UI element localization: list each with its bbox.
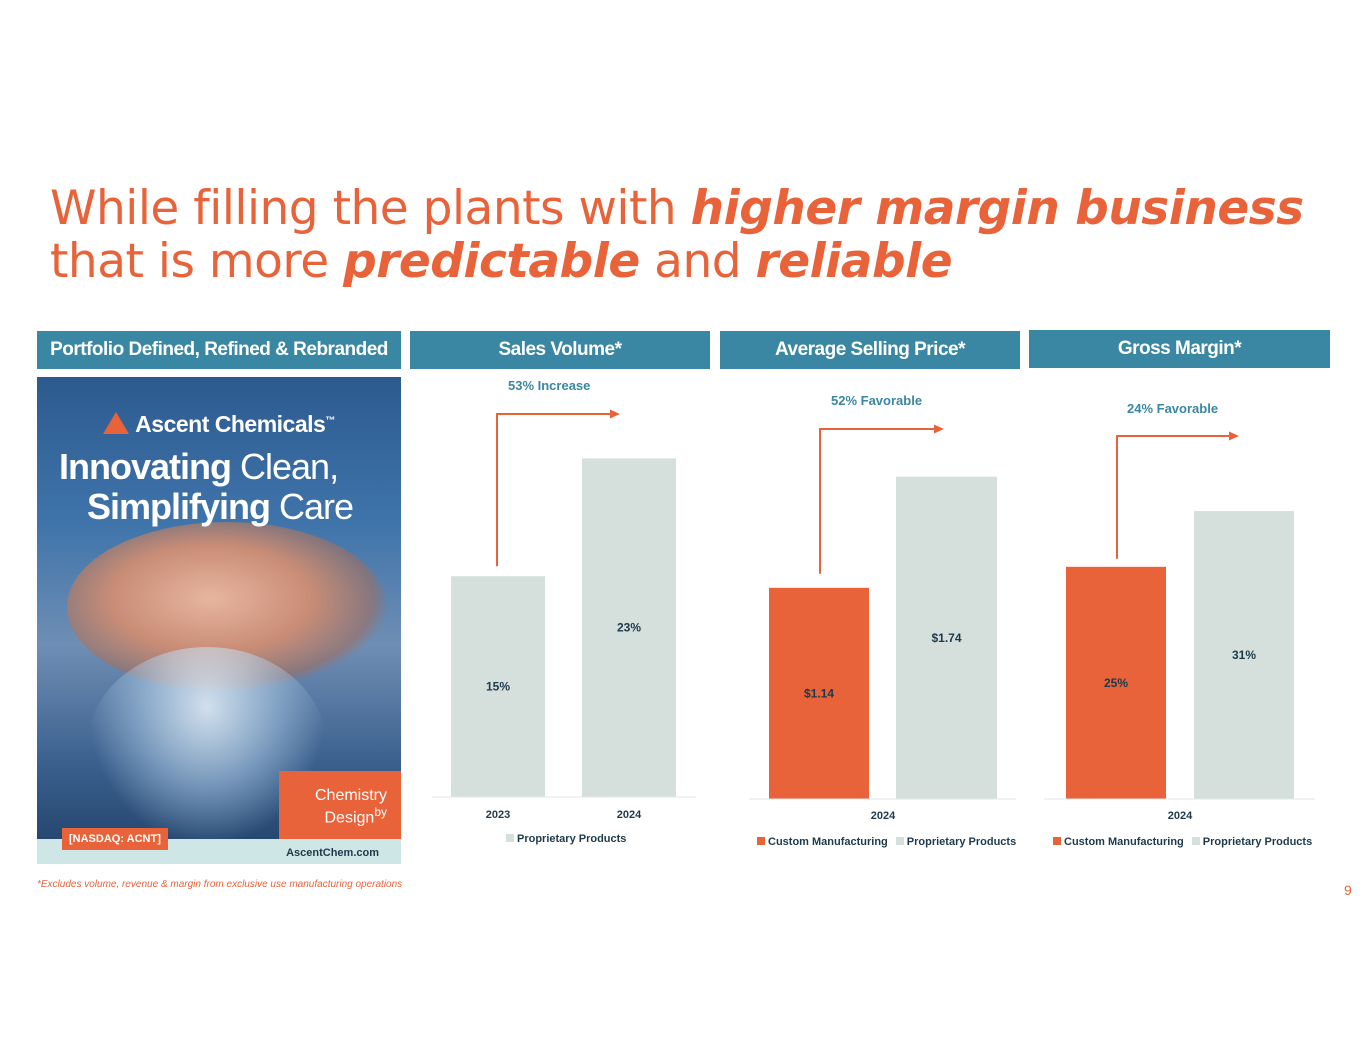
average-selling-price-plot: $1.14 $1.74 2024 — [749, 424, 1016, 822]
growth-arrow — [819, 428, 936, 574]
legend-label: Custom Manufacturing — [1064, 836, 1184, 848]
title-emphasis: reliable — [755, 234, 953, 289]
x-tick-label: 2024 — [871, 810, 896, 822]
bar — [1194, 511, 1294, 799]
bar — [451, 576, 545, 797]
bar — [1066, 566, 1166, 799]
nasdaq-ticker-badge: [NASDAQ: ACNT] — [62, 828, 168, 850]
poster-brand: Ascent Chemicals™ — [37, 411, 401, 438]
legend-item: Custom Manufacturing — [1053, 836, 1184, 848]
badge-by: by — [374, 805, 387, 819]
legend-label: Proprietary Products — [1202, 836, 1313, 848]
legend-item: Proprietary Products — [895, 836, 1017, 848]
data-label: 25% — [1104, 676, 1128, 690]
poster-headline-1: Innovating Clean, — [59, 446, 339, 487]
footnote: *Excludes volume, revenue & margin from … — [37, 879, 403, 890]
sales-volume-plot: 15% 23% 2023 2024 — [432, 409, 696, 821]
badge-word: Chemistry — [314, 787, 387, 804]
arrow-head-icon — [934, 424, 944, 434]
bar — [896, 476, 997, 799]
page-number: 9 — [1344, 882, 1352, 898]
website-url: AscentChem.com — [286, 847, 379, 859]
data-label: 15% — [486, 680, 510, 694]
poster-trademark: ™ — [325, 415, 335, 427]
badge-word: Design — [324, 809, 375, 827]
sales-volume-chart: 53% Increase 15% 23% 2023 2024 Proprietary … — [410, 372, 710, 872]
slide-title: While filling the plants with higher mar… — [50, 182, 1330, 288]
growth-arrow — [496, 413, 612, 567]
legend-label: Custom Manufacturing — [768, 836, 888, 848]
x-tick-label: 2023 — [486, 809, 510, 821]
legend-swatch — [1053, 837, 1061, 845]
legend-swatch — [895, 837, 904, 845]
gross-margin-plot: 25% 31% 2024 — [1044, 431, 1315, 822]
legend-label: Proprietary Products — [517, 833, 627, 845]
title-text: and — [639, 234, 756, 289]
title-text: that is more — [50, 234, 344, 289]
x-tick-label: 2024 — [1168, 810, 1193, 822]
chart-legend: Proprietary Products — [506, 833, 634, 845]
legend-item: Proprietary Products — [506, 833, 626, 845]
header-average-selling-price: Average Selling Price* — [720, 331, 1020, 369]
average-selling-price-chart: 52% Favorable $1.14 $1.74 2024 Custom Manu… — [720, 372, 1020, 872]
chart-annotation: 52% Favorable — [831, 393, 923, 408]
chart-annotation: 53% Increase — [508, 378, 591, 393]
legend-swatch — [506, 834, 514, 842]
title-emphasis: predictable — [343, 234, 640, 289]
bar — [582, 458, 676, 797]
header-gross-margin: Gross Margin* — [1029, 330, 1330, 368]
title-text: While filling the plants with — [50, 181, 691, 236]
chart-annotation: 24% Favorable — [1127, 401, 1219, 416]
x-tick-label: 2024 — [617, 809, 642, 821]
poster-headline-2: Simplifying Care — [87, 486, 354, 527]
poster-headline-bold: Simplifying — [87, 486, 271, 527]
legend-item: Custom Manufacturing — [757, 836, 888, 848]
legend-item: Proprietary Products — [1191, 836, 1313, 848]
data-label: 31% — [1232, 648, 1256, 662]
legend-label: Proprietary Products — [906, 836, 1017, 848]
gross-margin-chart: 24% Favorable 25% 31% 2024 Custom Manufact… — [1029, 372, 1329, 872]
poster-headline-rest: Care — [270, 486, 354, 527]
ascent-logo-icon — [103, 412, 130, 434]
header-sales-volume: Sales Volume* — [410, 331, 710, 369]
data-label: 23% — [617, 621, 641, 635]
data-label: $1.14 — [804, 686, 834, 700]
chemistry-by-design-badge: Chemistry Designby — [279, 771, 401, 839]
title-emphasis: higher margin business — [690, 181, 1305, 236]
poster-brand-name: Ascent Chemicals — [135, 411, 326, 437]
chart-legend: Custom Manufacturing Proprietary Products — [1053, 836, 1320, 848]
legend-swatch — [757, 837, 765, 845]
legend-swatch — [1191, 837, 1200, 845]
poster-headline-rest: Clean, — [231, 446, 339, 487]
arrow-head-icon — [1229, 431, 1239, 441]
brand-poster-image: Ascent Chemicals™ Innovating Clean, Simp… — [37, 377, 401, 864]
data-label: $1.74 — [931, 631, 961, 645]
chart-legend: Custom Manufacturing Proprietary Products — [757, 836, 1024, 848]
bar — [769, 587, 869, 799]
arrow-head-icon — [610, 409, 620, 419]
header-portfolio: Portfolio Defined, Refined & Rebranded — [37, 331, 401, 369]
poster-headline-bold: Innovating — [59, 446, 232, 487]
growth-arrow — [1116, 435, 1231, 559]
